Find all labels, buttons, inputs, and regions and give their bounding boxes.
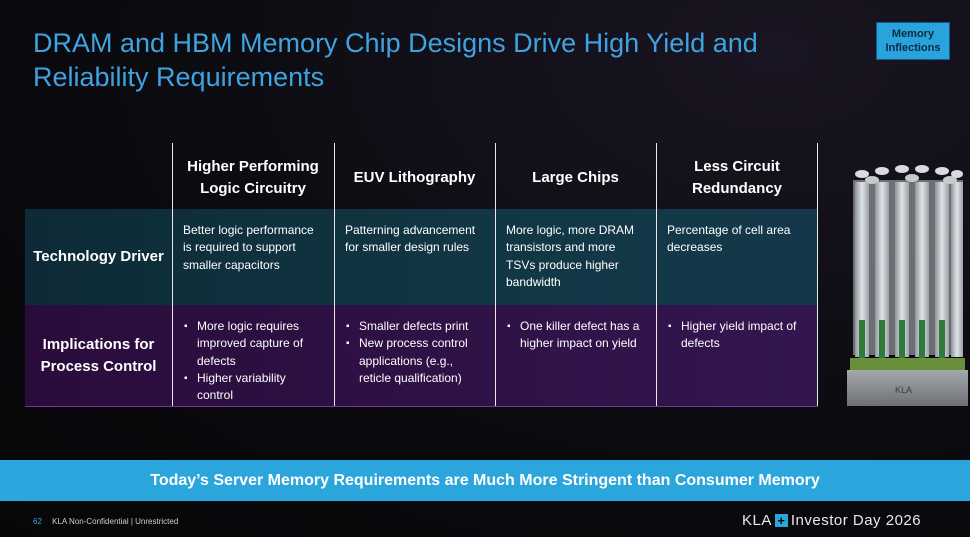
row-label: Technology Driver (33, 248, 164, 265)
column-divider (817, 143, 818, 406)
bullet-item: More logic requires improved capture of … (183, 318, 324, 370)
bullet-item: New process control applications (e.g., … (345, 335, 485, 387)
column-header: Less Circuit Redundancy (691, 158, 782, 197)
table-cell: Better logic performance is required to … (183, 223, 314, 272)
table-cell: Patterning advancement for smaller desig… (345, 223, 476, 255)
brand-name: KLA (742, 512, 772, 529)
table-cell: Smaller defects print New process contro… (334, 305, 495, 406)
plus-icon: + (774, 514, 788, 527)
table-cell: One killer defect has a higher impact on… (495, 305, 656, 406)
technology-driver-row: Technology Driver Better logic performan… (25, 209, 818, 305)
bullet-item: Higher variability control (183, 370, 324, 405)
bullet-list: Higher yield impact of defects (667, 318, 808, 353)
summary-banner: Today’s Server Memory Requirements are M… (0, 460, 970, 501)
implications-row: Implications for Process Control More lo… (25, 305, 818, 407)
bullet-list: Smaller defects print New process contro… (345, 318, 485, 387)
column-divider (172, 143, 173, 406)
bullet-list: One killer defect has a higher impact on… (506, 318, 646, 353)
page-number: 62 (33, 517, 42, 526)
bullet-item: One killer defect has a higher impact on… (506, 318, 646, 353)
column-divider (334, 143, 335, 406)
bullet-item: Higher yield impact of defects (667, 318, 808, 353)
classification-label: KLA Non-Confidential | Unrestricted (52, 517, 179, 526)
column-header: EUV Lithography (353, 169, 476, 186)
chip-marking: KLA (895, 385, 912, 395)
bullet-item: Smaller defects print (345, 318, 485, 336)
column-divider (656, 143, 657, 406)
table-cell: More logic requires improved capture of … (172, 305, 334, 406)
footer-info: 62 KLA Non-Confidential | Unrestricted (33, 517, 178, 526)
table-cell: Higher yield impact of defects (656, 305, 818, 406)
hbm-chip-stack-illustration: KLA (847, 165, 968, 406)
column-header: Large Chips (532, 169, 619, 186)
brand-logo: KLA + Investor Day 2026 (742, 512, 921, 529)
column-header: Higher Performing Logic Circuitry (187, 158, 319, 197)
table-cell: Percentage of cell area decreases (667, 223, 791, 255)
comparison-table: Higher Performing Logic Circuitry EUV Li… (25, 143, 818, 407)
table-cell: More logic, more DRAM transistors and mo… (506, 223, 635, 289)
bullet-list: More logic requires improved capture of … (183, 318, 324, 404)
slide-title: DRAM and HBM Memory Chip Designs Drive H… (33, 28, 758, 92)
row-label: Implications for Process Control (40, 335, 157, 375)
brand-tagline: Investor Day 2026 (790, 512, 922, 529)
column-divider (495, 143, 496, 406)
section-badge: Memory Inflections (876, 22, 950, 60)
table-header-row: Higher Performing Logic Circuitry EUV Li… (25, 143, 818, 209)
